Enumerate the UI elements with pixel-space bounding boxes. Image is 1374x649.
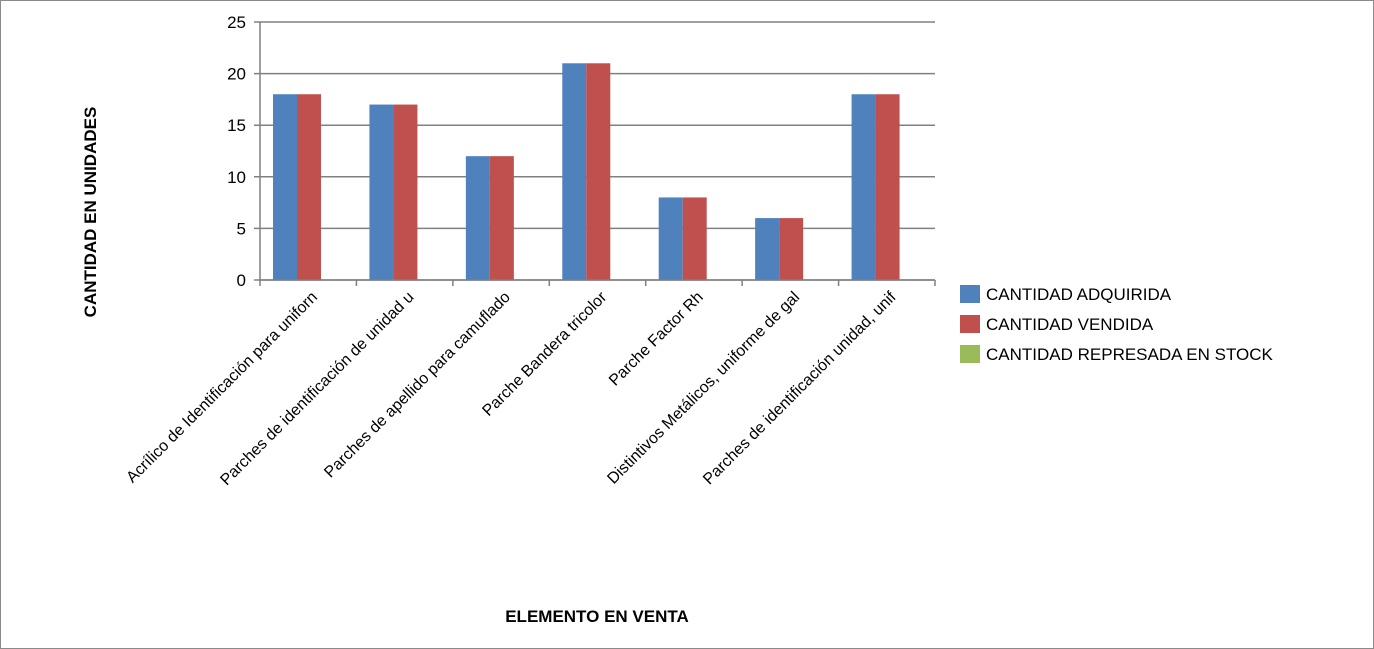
y-axis-title: CANTIDAD EN UNIDADES	[81, 107, 100, 318]
bar	[755, 218, 780, 280]
bar	[393, 104, 418, 280]
legend-label: CANTIDAD VENDIDA	[986, 315, 1154, 334]
x-tick-label: Parches de identificación de unidad u	[217, 289, 417, 489]
legend: CANTIDAD ADQUIRIDA CANTIDAD VENDIDA CANTID…	[960, 285, 1274, 364]
bar	[489, 156, 514, 280]
bar	[779, 218, 804, 280]
legend-swatch	[960, 345, 980, 363]
x-tick-label: Distintivos Metálicos, uniforme de gal	[604, 289, 803, 488]
bar	[586, 63, 611, 280]
x-tick-label: Parche Factor Rh	[606, 289, 707, 390]
bar	[562, 63, 587, 280]
x-tick-label: Parches de identificación unidad, unif	[700, 288, 900, 488]
bar	[875, 94, 900, 281]
legend-swatch	[960, 285, 980, 303]
bar	[369, 104, 394, 280]
y-tick-label: 20	[227, 65, 246, 84]
y-tick-label: 15	[227, 116, 246, 135]
x-axis-title: ELEMENTO EN VENTA	[505, 607, 689, 626]
axes	[259, 22, 936, 286]
bar	[658, 197, 683, 280]
y-tick-labels: 0 5 10 15 20 25	[227, 13, 246, 290]
bars	[273, 63, 900, 281]
bar	[273, 94, 297, 281]
y-tick-label: 5	[237, 219, 246, 238]
bar	[297, 94, 321, 281]
bar	[682, 197, 707, 280]
x-tick-label: Acrílico de Identificación para uniforn	[123, 289, 321, 487]
y-tick-label: 0	[237, 271, 246, 290]
x-tick-labels: Acrílico de Identificación para unifornP…	[123, 288, 900, 489]
legend-swatch	[960, 315, 980, 333]
legend-label: CANTIDAD REPRESADA EN STOCK	[986, 345, 1274, 364]
legend-label: CANTIDAD ADQUIRIDA	[986, 285, 1172, 304]
x-tick-label: Parches de apellido para camuflado	[321, 289, 514, 482]
bar	[851, 94, 876, 281]
y-tick-label: 10	[227, 168, 246, 187]
bar	[465, 156, 490, 280]
y-tick-label: 25	[227, 13, 246, 32]
